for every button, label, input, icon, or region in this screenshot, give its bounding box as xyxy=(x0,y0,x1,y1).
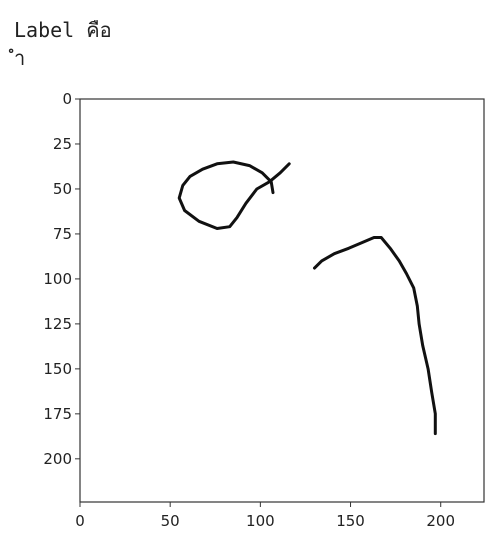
x-axis-ticks: 0 50 100 150 200 xyxy=(75,502,455,530)
x-tick-label: 200 xyxy=(426,512,455,530)
x-tick-label: 0 xyxy=(75,512,85,530)
y-tick-label: 200 xyxy=(43,450,72,468)
y-tick-label: 125 xyxy=(43,315,72,333)
x-tick-label: 50 xyxy=(161,512,180,530)
plot-area xyxy=(79,98,485,503)
y-tick-label: 50 xyxy=(53,180,72,198)
y-tick-label: 175 xyxy=(43,405,72,423)
label-line: Label คือ xyxy=(14,18,112,42)
y-tick-label: 75 xyxy=(53,225,72,243)
y-tick-label: 150 xyxy=(43,360,72,378)
label-value: ำ xyxy=(14,46,26,70)
x-tick-label: 100 xyxy=(246,512,275,530)
y-tick-label: 25 xyxy=(53,135,72,153)
handwriting-stroke-1 xyxy=(177,160,291,230)
y-axis-ticks: 0 25 50 75 100 125 150 175 200 xyxy=(43,90,80,468)
x-tick-label: 150 xyxy=(336,512,365,530)
handwriting-stroke-2 xyxy=(313,236,437,436)
y-tick-label: 100 xyxy=(43,270,72,288)
handwriting-strokes xyxy=(177,160,437,436)
y-tick-label: 0 xyxy=(62,90,72,108)
cell-output-text: Label คือำ xyxy=(14,16,112,72)
